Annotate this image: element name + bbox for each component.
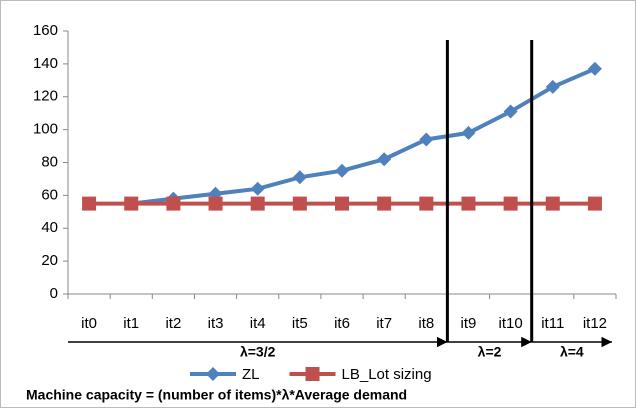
diamond-marker — [335, 163, 349, 178]
square-marker — [335, 196, 349, 211]
legend-label: ZL — [242, 366, 260, 383]
square-marker — [82, 196, 97, 211]
diamond-marker — [250, 181, 265, 196]
square-marker — [250, 196, 265, 211]
series-line — [130, 66, 596, 206]
annotation: λ=2 — [478, 344, 502, 360]
square-marker — [305, 367, 320, 381]
square-marker — [419, 196, 434, 211]
square-marker — [587, 196, 602, 211]
diamond-marker — [545, 79, 560, 94]
y-tick-label: 120 — [33, 88, 58, 105]
diamond-marker — [292, 170, 307, 185]
diamond-marker — [461, 125, 476, 140]
square-marker — [545, 196, 560, 211]
annotation: λ=4 — [560, 344, 584, 360]
diamond-marker — [206, 367, 220, 381]
y-tick-label: 60 — [41, 186, 58, 203]
y-tick-label: 40 — [41, 219, 58, 236]
y-tick-label: 80 — [41, 153, 58, 170]
y-tick-label: 100 — [33, 121, 58, 138]
legend-label: LB_Lot sizing — [342, 366, 432, 383]
square-marker — [208, 196, 223, 211]
x-tick-label: it3 — [208, 315, 224, 332]
x-tick-label: it1 — [123, 315, 139, 332]
square-marker — [503, 196, 518, 211]
x-tick-label: it10 — [499, 315, 523, 332]
y-tick-label: 0 — [50, 285, 58, 302]
square-marker — [124, 196, 139, 211]
square-marker — [461, 196, 476, 211]
diamond-marker — [503, 104, 518, 119]
x-tick-label: it9 — [461, 315, 477, 332]
square-marker — [377, 196, 392, 211]
x-tick-label: it4 — [250, 315, 266, 332]
x-tick-label: it7 — [376, 315, 392, 332]
square-marker — [292, 196, 307, 211]
square-marker — [166, 196, 181, 211]
footnote: Machine capacity = (number of items)*λ*A… — [26, 387, 407, 403]
x-tick-label: it2 — [165, 315, 181, 332]
diamond-marker — [419, 132, 434, 147]
y-tick-label: 160 — [33, 22, 58, 39]
x-tick-label: it6 — [334, 315, 350, 332]
y-tick-label: 20 — [41, 252, 58, 269]
diamond-marker — [587, 61, 602, 76]
y-tick-label: 140 — [33, 55, 58, 72]
x-tick-label: it0 — [81, 315, 97, 332]
x-tick-label: it12 — [583, 315, 607, 332]
x-tick-label: it11 — [541, 315, 564, 332]
x-tick-label: it5 — [292, 315, 308, 332]
diamond-marker — [377, 152, 392, 167]
annotation: λ=3/2 — [240, 344, 276, 360]
x-tick-label: it8 — [418, 315, 434, 332]
